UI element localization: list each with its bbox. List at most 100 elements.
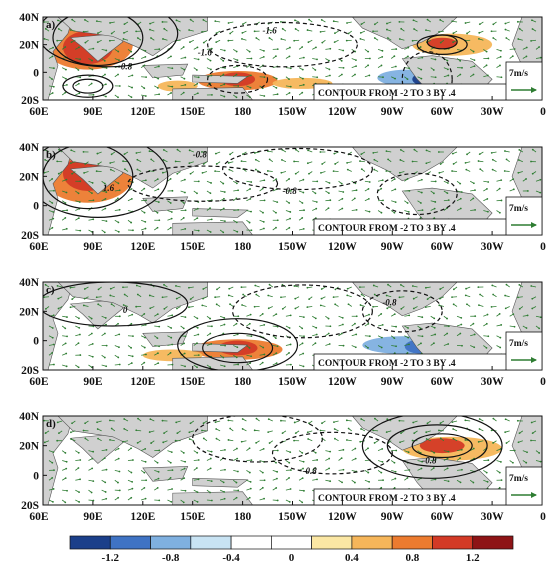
wind-vector-head [268,37,271,39]
wind-vector-head [175,285,177,287]
wind-vector-head [197,58,200,61]
wind-vector-head [79,333,81,336]
wind-vector-head [51,461,54,464]
wind-vector-head [490,429,493,432]
wind-vector-head [104,83,107,86]
wind-vector-head [316,459,319,461]
wind-vector-head [315,326,318,329]
wind-vector-head [504,431,507,434]
wind-vector-head [517,296,519,299]
reference-vector-label: 7m/s [509,69,528,79]
wind-vector-head [235,73,238,76]
wind-vector-head [479,168,482,171]
wind-vector-head [446,467,449,470]
lat-tick-label: 0 [33,470,39,482]
wind-vector-head [52,314,55,317]
wind-vector-head [293,39,296,42]
wind-vector-head [354,346,357,349]
wind-vector-head [499,336,502,339]
wind-vector-head [347,303,350,306]
wind-vector-head [223,497,226,500]
wind-vector-head [110,303,113,306]
wind-vector-head [432,192,435,195]
wind-vector-head [64,46,67,48]
wind-vector-head [144,447,147,450]
wind-vector-head [135,152,138,154]
wind-vector-head [316,76,319,79]
wind-vector-head [438,429,440,432]
wind-vector-head [346,168,349,171]
wind-vector-head [263,76,266,79]
wind-vector-head [281,159,283,161]
wind-vector-head [327,192,330,195]
wind-vector-head [531,297,534,300]
wind-vector-head [183,342,186,345]
wind-vector-head [143,87,146,90]
panel-c: 0 -0.8 c) CONTOUR FROM -2 TO 3 BY .4 7m/s 40N… [19,277,546,388]
wind-vector-head [372,429,375,432]
wind-vector-head [118,59,120,62]
wind-vector-head [210,68,212,71]
wind-vector-head [51,226,54,229]
wind-vector-head [513,449,516,452]
wind-vector-head [466,153,468,156]
land-mass [192,477,249,488]
wind-vector-head [249,197,252,200]
wind-vector-head [315,46,317,49]
wind-vector-head [387,158,389,161]
wind-vector-head [57,307,60,310]
wind-vector-head [491,284,494,287]
wind-vector-head [412,307,415,310]
wind-vector-head [368,57,371,60]
wind-vector-head [289,211,292,213]
wind-vector-head [82,150,85,153]
wind-vector-head [372,284,375,287]
land-mass [57,416,208,458]
wind-vector-head [487,181,490,183]
wind-vector-head [228,168,231,171]
lon-tick-label: 90E [83,376,103,388]
wind-vector-head [293,421,296,424]
reference-vector-label: 7m/s [509,474,528,484]
wind-vector-head [395,48,398,50]
wind-vector-head [235,50,238,53]
wind-vector-head [149,28,151,31]
wind-vector-head [79,229,82,232]
wind-vector-head [209,366,212,369]
wind-vector-head [145,353,147,356]
wind-vector-head [281,27,284,30]
wind-vector-head [320,171,322,174]
wind-vector-head [425,162,428,165]
land-mass [351,282,458,317]
wind-vector-head [52,500,54,503]
wind-vector-head [359,440,362,443]
wind-vector-head [288,92,291,94]
reference-vector-head [531,492,537,498]
lon-tick-label: 120W [328,106,357,118]
wind-vector-head [302,56,305,59]
wind-vector-head [135,284,138,287]
lat-tick-label: 20S [21,500,39,512]
wind-vector-head [368,210,371,213]
wind-vector-head [196,82,199,85]
wind-vector-head [500,479,503,482]
wind-vector-head [288,78,290,80]
colorbar-swatch [271,535,312,550]
wind-vector-head [248,496,251,499]
wind-vector-head [289,67,292,70]
wind-vector-head [196,366,198,369]
wind-vector-head [105,344,108,347]
wind-vector-head [131,86,133,89]
wind-vector-head [275,178,278,181]
wind-vector-head [253,30,256,33]
wind-vector-head [82,30,85,33]
wind-vector-head [294,432,297,435]
land-mass [192,208,249,218]
wind-vector-head [157,352,159,355]
wind-vector-head [424,286,427,289]
wind-vector-head [223,317,226,319]
wind-vector-head [411,439,414,442]
wind-vector-head [395,345,397,348]
wind-vector-head [446,332,449,335]
wind-vector-head [175,297,178,300]
